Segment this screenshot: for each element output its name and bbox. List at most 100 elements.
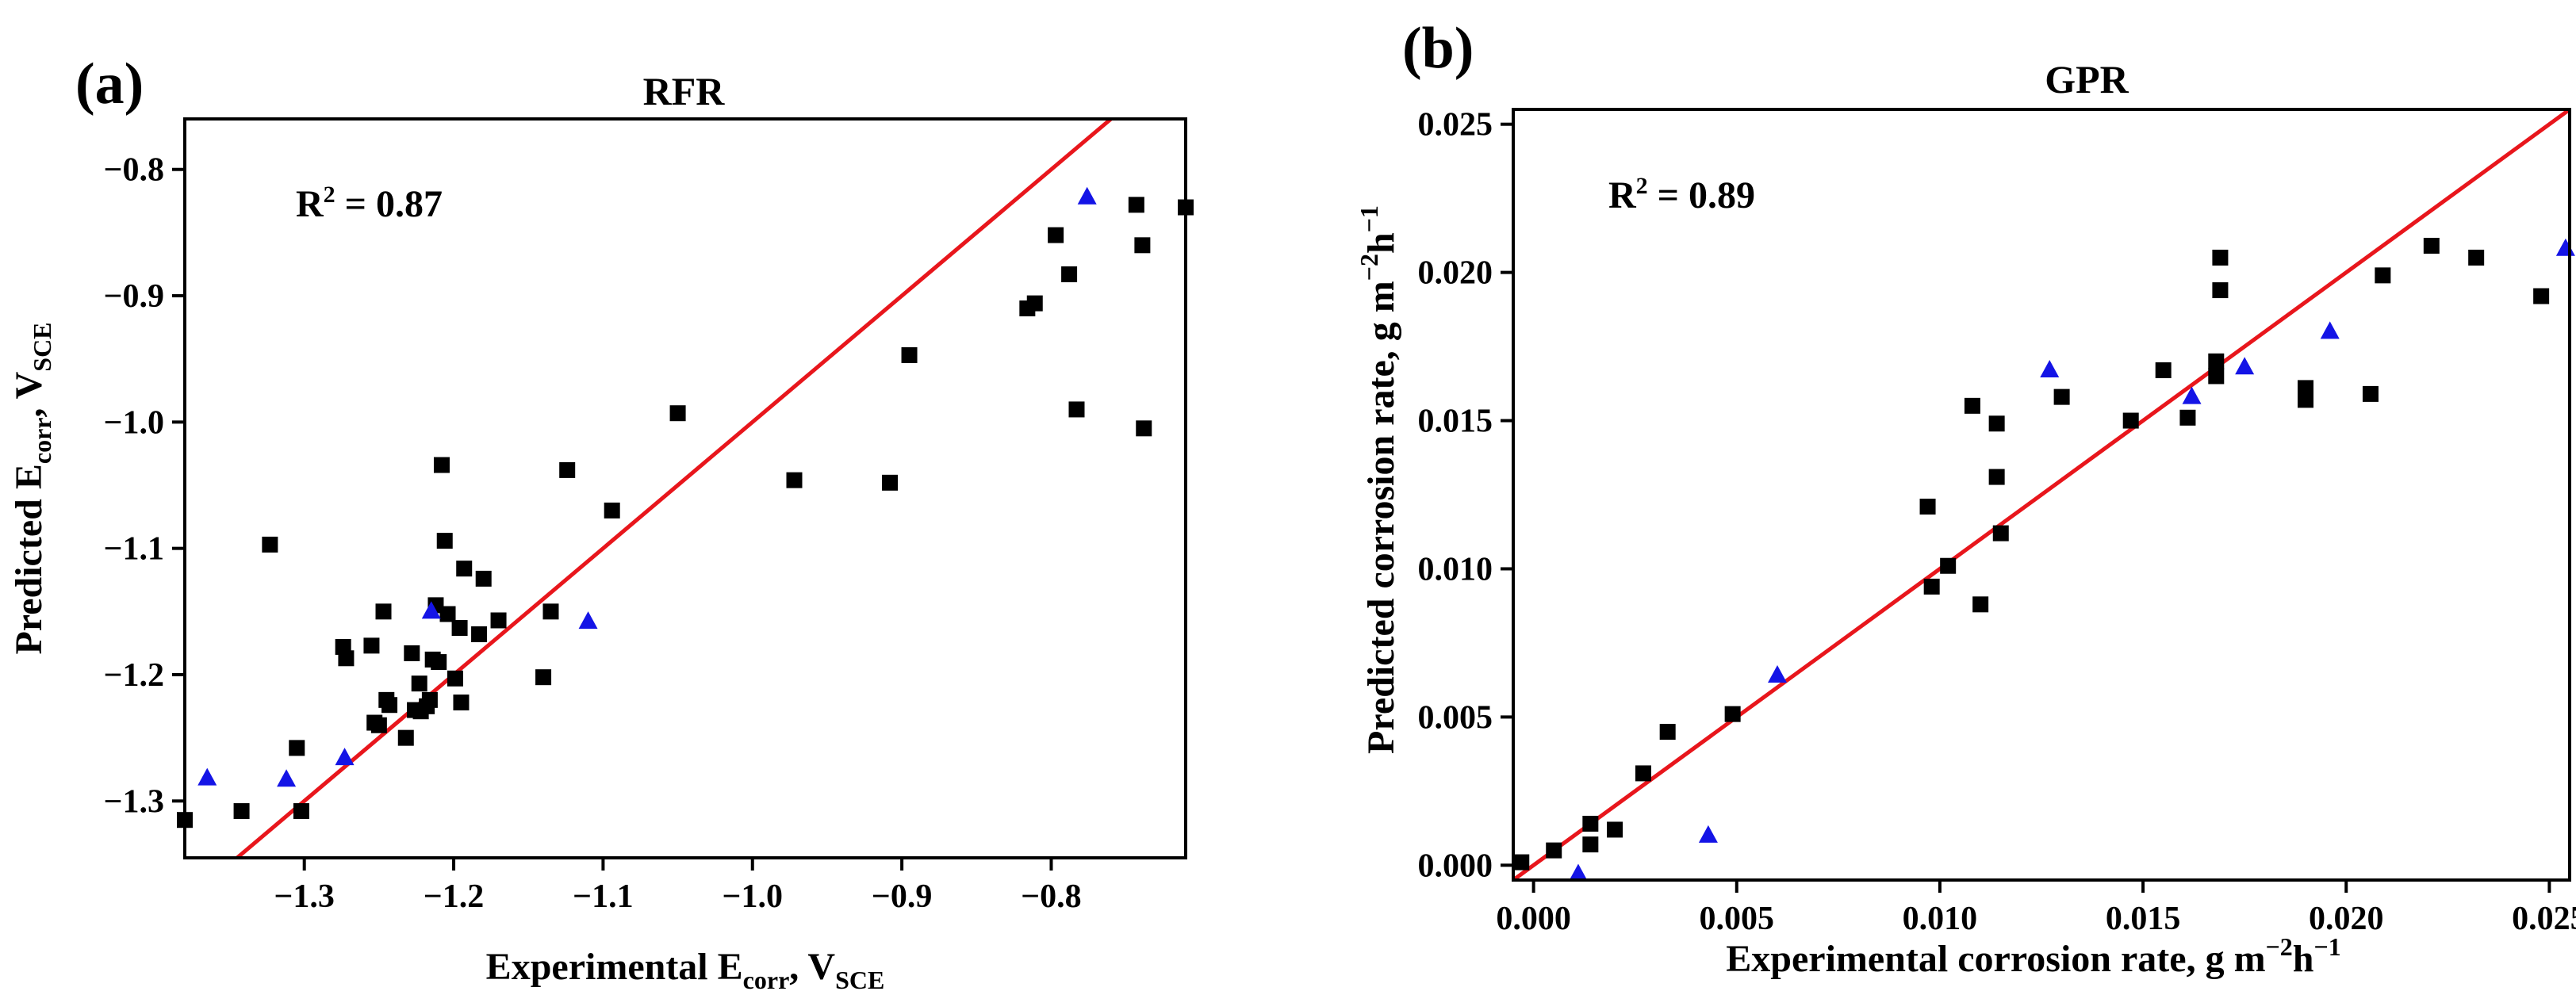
panel-b-fit-line <box>1513 109 2570 880</box>
panel-a-train-point <box>375 603 392 620</box>
panel-a-x-tick-label: −1.3 <box>274 878 334 915</box>
panel-b-test-point <box>2182 386 2202 404</box>
panel-a-x-tick-label: −1.1 <box>573 878 633 915</box>
panel-a-ylabel-sub1: corr <box>28 418 56 465</box>
panel-b-ylabel-main: Predicted corrosion rate, g m <box>1360 281 1402 754</box>
panel-a-y-tick-label: −1.1 <box>104 531 164 568</box>
panel-b-train-point <box>1988 469 2005 485</box>
panel-a-train-point <box>338 650 355 667</box>
panel-b-train-point <box>2423 237 2440 254</box>
panel-b-test-point <box>1698 825 1718 843</box>
panel-a-train-point <box>381 697 398 714</box>
panel-a-rfr: (a) RFR R2 = 0.87 −1.3 −1.2 −1.1 −1.0 −0.9 −0… <box>8 52 1194 994</box>
panel-b-plot-area: 0.000 0.005 0.010 0.015 0.020 0.025 0.000 0.00… <box>1418 107 2576 937</box>
panel-b-test-point <box>1768 665 1787 683</box>
panel-a-train-point <box>293 803 309 820</box>
panel-b-y-tick-label: 0.015 <box>1418 404 1493 440</box>
panel-b-train-point <box>1940 557 1957 574</box>
panel-a-y-axis-label: Predicted Ecorr, VSCE <box>8 322 56 654</box>
panel-a-train-point <box>1061 266 1078 282</box>
panel-a-train-point <box>475 570 492 587</box>
panel-b-y-tick-label: 0.005 <box>1418 699 1493 736</box>
panel-a-y-tick-label: −0.8 <box>104 152 164 189</box>
panel-a-r2-prefix: R <box>296 183 324 225</box>
panel-b-train-point <box>2208 353 2225 369</box>
panel-b-x-tick-label: 0.005 <box>1700 901 1775 937</box>
panel-a-x-tick-label: −0.8 <box>1021 878 1081 915</box>
panel-a-train-point <box>1128 197 1144 213</box>
panel-b-train-point <box>1988 415 2005 432</box>
panel-b-train-point <box>2533 288 2550 304</box>
panel-a-train-point <box>451 620 468 637</box>
panel-b-train-point <box>1972 596 1989 613</box>
panel-b-train-point <box>2179 409 2196 426</box>
panel-a-train-point <box>604 502 620 519</box>
panel-a-x-tick-label: −0.9 <box>872 878 932 915</box>
panel-a-x-tick-label: −1.0 <box>723 878 783 915</box>
panel-b-xlabel-sup1: −2 <box>2266 932 2293 961</box>
panel-a-r2-annotation: R2 = 0.87 <box>296 182 443 225</box>
panel-a-test-point <box>1077 186 1097 205</box>
panel-b-r2-value: = 0.89 <box>1648 174 1755 216</box>
panel-b-ylabel-mid: h <box>1360 232 1402 254</box>
panel-a-train-point <box>669 405 686 422</box>
panel-a-test-point <box>421 601 441 619</box>
panel-b-xlabel-mid: h <box>2293 938 2314 980</box>
panel-a-xlabel-mid: , V <box>789 946 835 988</box>
panel-a-train-point <box>431 654 447 671</box>
panel-a-label: (a) <box>75 52 144 117</box>
panel-b-r2-sup: 2 <box>1636 173 1648 199</box>
panel-b-title: GPR <box>2045 57 2129 101</box>
panel-a-ylabel-sub2: SCE <box>28 322 56 371</box>
panel-b-train-point <box>1923 578 1940 595</box>
panel-a-xlabel-sub2: SCE <box>835 966 884 994</box>
panel-a-train-point <box>404 645 420 661</box>
panel-a-xlabel-sub1: corr <box>743 966 790 994</box>
panel-b-test-point <box>1568 863 1588 882</box>
panel-a-train-point <box>456 561 473 577</box>
panel-a-train-point <box>535 669 552 686</box>
panel-a-r2-value: = 0.87 <box>335 183 443 225</box>
panel-a-ylabel-mid: , V <box>8 371 50 417</box>
panel-a-y-tick-label: −1.0 <box>104 404 164 441</box>
panel-b-test-point <box>2040 359 2060 377</box>
panel-a-ylabel-main: Predicted E <box>8 464 50 654</box>
panel-b-test-point <box>2555 238 2575 256</box>
panel-b-test-point <box>2235 357 2255 375</box>
panel-a-train-point <box>559 461 576 478</box>
panel-b-train-point <box>1582 836 1599 853</box>
panel-b-y-tick-label: 0.020 <box>1418 255 1493 292</box>
panel-b-train-point <box>2212 249 2229 266</box>
panel-a-train-point <box>1134 237 1151 254</box>
panel-a-r2-sup: 2 <box>324 182 335 208</box>
panel-b-frame <box>1512 108 2571 882</box>
panel-a-test-point <box>578 611 598 630</box>
panel-a-train-point <box>421 691 438 708</box>
panel-b-xlabel-sup2: −1 <box>2314 932 2341 961</box>
panel-a-train-point <box>447 670 463 687</box>
panel-a-train-point <box>1048 227 1064 243</box>
panel-b-train-point <box>1607 821 1623 838</box>
panel-a-train-point <box>411 675 427 692</box>
panel-b-y-tick-label: 0.010 <box>1418 551 1493 587</box>
panel-b-x-tick-label: 0.020 <box>2309 901 2384 937</box>
panel-b-x-tick-label: 0.025 <box>2512 901 2576 937</box>
panel-a-train-point <box>490 612 507 629</box>
panel-b-train-point <box>2208 368 2225 385</box>
panel-a-test-point <box>197 767 217 786</box>
panel-a-train-point <box>453 695 470 711</box>
panel-b-train-point <box>1919 498 1936 515</box>
panel-a-plot-area: −1.3 −1.2 −1.1 −1.0 −0.9 −0.8 −1.3 −1.2 −1.1 −1.… <box>104 117 1194 915</box>
panel-a-train-point <box>363 637 380 654</box>
panel-a-train-point <box>1068 401 1085 418</box>
panel-a-train-point <box>882 474 899 491</box>
panel-a-x-axis-label: Experimental Ecorr, VSCE <box>486 946 885 994</box>
panel-b-r2-annotation: R2 = 0.89 <box>1608 173 1755 216</box>
panel-b-x-tick-label: 0.010 <box>1903 901 1978 937</box>
panel-a-test-point <box>335 748 355 766</box>
panel-a-train-point <box>786 472 803 488</box>
panel-b-train-point <box>2362 385 2379 402</box>
panel-b-train-point <box>2053 388 2070 405</box>
panel-a-train-point <box>542 603 559 620</box>
